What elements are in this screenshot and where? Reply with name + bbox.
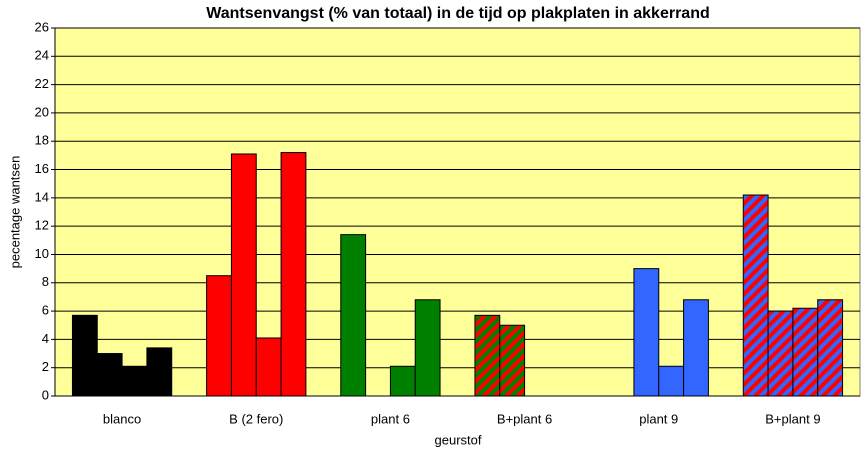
bar [817,299,844,397]
bar [121,365,148,397]
y-tick-label: 10 [35,246,49,261]
bar [792,307,819,397]
y-tick-label: 14 [35,189,49,204]
x-tick-label: B (2 fero) [229,411,283,426]
y-axis-label: pecentage wantsen [7,156,22,269]
bar [474,314,501,397]
y-tick-label: 4 [42,331,49,346]
y-tick-label: 18 [35,133,49,148]
bar [658,365,685,397]
y-tick-label: 2 [42,359,49,374]
bar [633,268,660,397]
bar [206,275,232,397]
y-tick-label: 12 [35,218,49,233]
bar [499,324,526,397]
y-tick-label: 22 [35,76,49,91]
bar [96,353,123,397]
y-tick-label: 16 [35,161,49,176]
y-tick-label: 0 [42,387,49,402]
bar [230,153,257,397]
x-tick-label: B+plant 9 [765,411,820,426]
x-tick-label: blanco [103,411,141,426]
x-axis-label: geurstof [435,432,482,447]
bar [340,234,367,397]
bar [742,194,769,397]
x-tick-label: plant 6 [371,411,410,426]
x-tick-label: B+plant 6 [497,411,552,426]
bar [389,365,416,397]
y-tick-label: 6 [42,303,49,318]
bar [280,152,307,397]
x-tick-label: plant 9 [639,411,678,426]
y-tick-label: 26 [35,19,49,34]
bar [683,299,709,397]
bar [414,299,441,397]
bar [146,347,173,397]
chart-title: Wantsenvangst (% van totaal) in de tijd … [206,5,710,22]
bar [767,310,794,397]
y-tick-label: 20 [35,104,49,119]
bar [255,337,282,397]
y-tick-label: 24 [35,48,49,63]
y-tick-label: 8 [42,274,49,289]
bar [71,314,98,397]
plot-area [54,27,861,397]
